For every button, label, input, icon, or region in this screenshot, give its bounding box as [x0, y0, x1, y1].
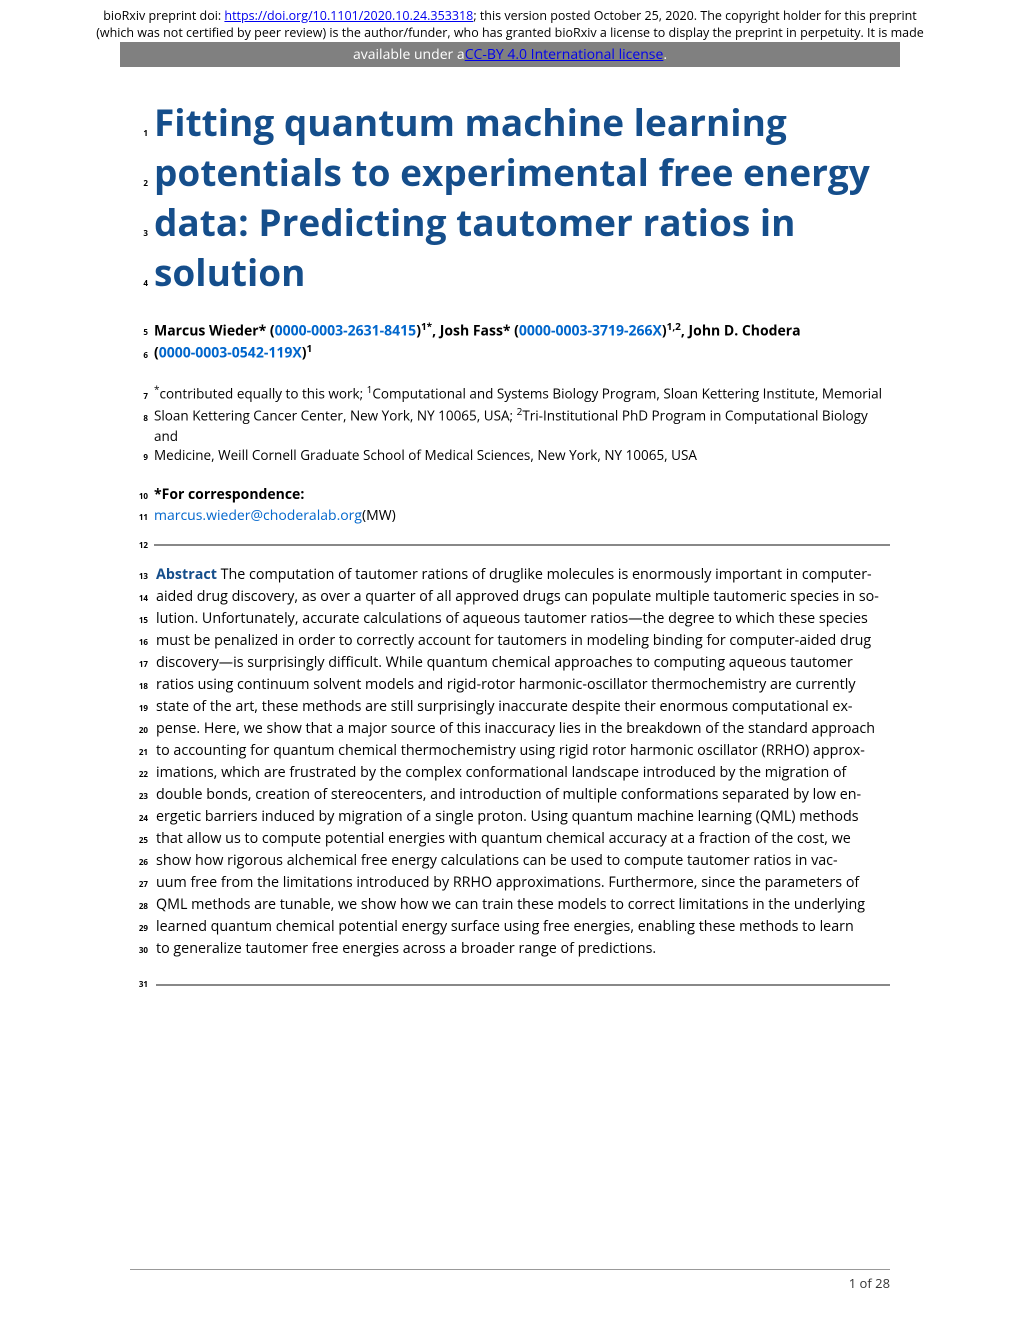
- author-line-2: (0000-0003-0542-119X)1: [154, 341, 312, 364]
- line-number: 17: [130, 655, 148, 675]
- page-content: 1 Fitting quantum machine learning 2 poten…: [0, 67, 1020, 995]
- affil-line-3: Medicine, Weill Cornell Graduate School …: [154, 446, 697, 466]
- affil-line-1: *contributed equally to this work; 1Comp…: [154, 382, 882, 404]
- preprint-text-1: bioRxiv preprint doi:: [103, 7, 224, 24]
- footer-rule: [130, 1269, 890, 1270]
- line-number: 7: [130, 391, 148, 403]
- title-line-2: potentials to experimental free energy: [154, 147, 870, 197]
- line-number: 3: [130, 228, 148, 239]
- line-number: 23: [130, 787, 148, 807]
- line-number: 20: [130, 721, 148, 741]
- line-number: 15: [130, 611, 148, 631]
- line-number: 10: [130, 491, 148, 503]
- line-number: 28: [130, 897, 148, 917]
- line-number: 22: [130, 765, 148, 785]
- preprint-notice: bioRxiv preprint doi: https://doi.org/10…: [0, 0, 1020, 42]
- line-number: 11: [130, 512, 148, 524]
- line-number: 24: [130, 809, 148, 829]
- line-number: 25: [130, 831, 148, 851]
- abstract: 13Abstract The computation of tautomer r…: [130, 565, 890, 961]
- affil-line-2: Sloan Kettering Cancer Center, New York,…: [154, 404, 890, 446]
- line-number: 13: [130, 567, 148, 587]
- line-number: 26: [130, 853, 148, 873]
- line-number: 31: [130, 975, 148, 995]
- line-number: 14: [130, 589, 148, 609]
- line-number: 1: [130, 128, 148, 139]
- line-number: 29: [130, 919, 148, 939]
- line-number: 21: [130, 743, 148, 763]
- orcid-link[interactable]: 0000-0003-0542-119X: [159, 344, 302, 363]
- orcid-link[interactable]: 0000-0003-2631-8415: [275, 321, 417, 340]
- doi-link[interactable]: https://doi.org/10.1101/2020.10.24.35331…: [224, 7, 473, 24]
- line-number: 2: [130, 178, 148, 189]
- line-number: 9: [130, 452, 148, 464]
- title-line-3: data: Predicting tautomer ratios in: [154, 197, 795, 247]
- line-number: 18: [130, 677, 148, 697]
- article-title: 1 Fitting quantum machine learning 2 poten…: [130, 97, 890, 297]
- page-number: 1 of 28: [849, 1274, 890, 1292]
- line-number: 8: [130, 413, 148, 425]
- orcid-link[interactable]: 0000-0003-3719-266X: [519, 321, 662, 340]
- line-number: 16: [130, 633, 148, 653]
- correspondence: 10 *For correspondence: 11 marcus.wieder@c…: [130, 484, 890, 526]
- license-link[interactable]: CC-BY 4.0 International license: [465, 45, 664, 64]
- license-pre: available under a: [353, 45, 465, 64]
- correspondence-email[interactable]: marcus.wieder@choderalab.org: [154, 505, 362, 526]
- abstract-label: Abstract: [156, 565, 217, 584]
- preprint-text-1b: ; this version posted October 25, 2020. …: [473, 7, 916, 24]
- affiliations: 7 *contributed equally to this work; 1Com…: [130, 382, 890, 465]
- date-license-bar: available under aCC-BY 4.0 International…: [120, 42, 900, 67]
- authors: 5 Marcus Wieder* (0000-0003-2631-8415)1*…: [130, 319, 890, 365]
- title-line-1: Fitting quantum machine learning: [154, 97, 787, 147]
- line-number: 12: [130, 540, 148, 551]
- line-number: 19: [130, 699, 148, 719]
- line-number: 4: [130, 278, 148, 289]
- preprint-text-2: (which was not certified by peer review)…: [96, 24, 924, 41]
- horizontal-rule: [154, 544, 890, 546]
- line-number: 5: [130, 327, 148, 339]
- line-number: 27: [130, 875, 148, 895]
- line-number: 30: [130, 941, 148, 961]
- author-line-1: Marcus Wieder* (0000-0003-2631-8415)1*, …: [154, 319, 801, 342]
- correspondence-label: *For correspondence:: [154, 484, 304, 505]
- title-line-4: solution: [154, 247, 306, 297]
- line-number: 6: [130, 350, 148, 362]
- horizontal-rule: [156, 984, 890, 986]
